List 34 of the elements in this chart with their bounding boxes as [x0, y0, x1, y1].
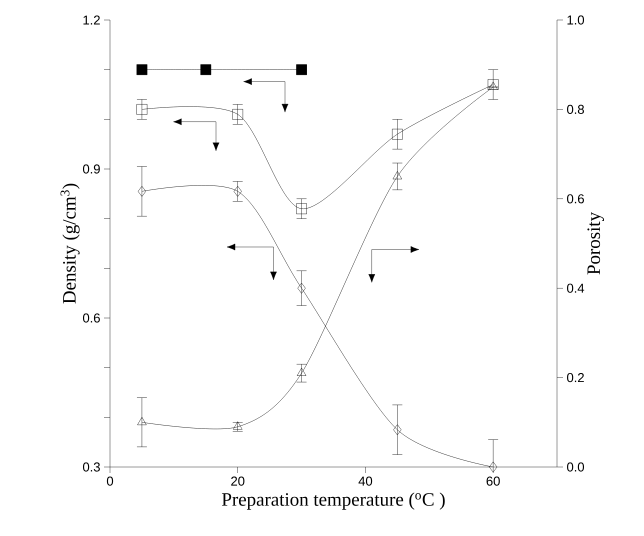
point: [232, 108, 244, 120]
y2-tick-label: 0.8: [567, 104, 584, 114]
y2-tick-label: 0.2: [567, 373, 584, 382]
y-tick-label: 1.2: [83, 15, 100, 25]
point: [297, 282, 306, 294]
point: [488, 82, 498, 90]
point: [392, 128, 403, 140]
point: [296, 368, 306, 376]
x-axis-title: Preparation temperature ($^{o}$C ): [222, 492, 445, 510]
x-tick-label: 20: [231, 476, 244, 486]
point: [200, 64, 212, 76]
y-tick-label: 0.9: [82, 164, 100, 174]
y-axis-title: Density (g/cm$^{3}$): [60, 184, 80, 304]
point: [488, 79, 499, 90]
point: [296, 203, 307, 214]
point: [234, 186, 242, 197]
y2-tick-label: 1.0: [568, 15, 584, 25]
point: [136, 64, 148, 76]
y2-axis-title: Porosity: [587, 212, 604, 275]
x-tick-label: 40: [358, 476, 372, 486]
y-tick-label: 0.3: [82, 462, 100, 472]
point: [296, 64, 307, 76]
point: [393, 424, 402, 436]
y-tick-label: 0.6: [82, 313, 100, 323]
y2-tick-label: 0.0: [567, 462, 584, 472]
point: [392, 171, 402, 180]
y2-tick-label: 0.6: [567, 194, 584, 204]
point: [138, 186, 146, 197]
point: [489, 462, 498, 472]
x-tick-label: 60: [486, 476, 500, 486]
point: [137, 416, 147, 426]
point: [136, 104, 148, 115]
x-tick-label: 0: [106, 476, 114, 486]
y2-tick-label: 0.4: [567, 284, 584, 293]
